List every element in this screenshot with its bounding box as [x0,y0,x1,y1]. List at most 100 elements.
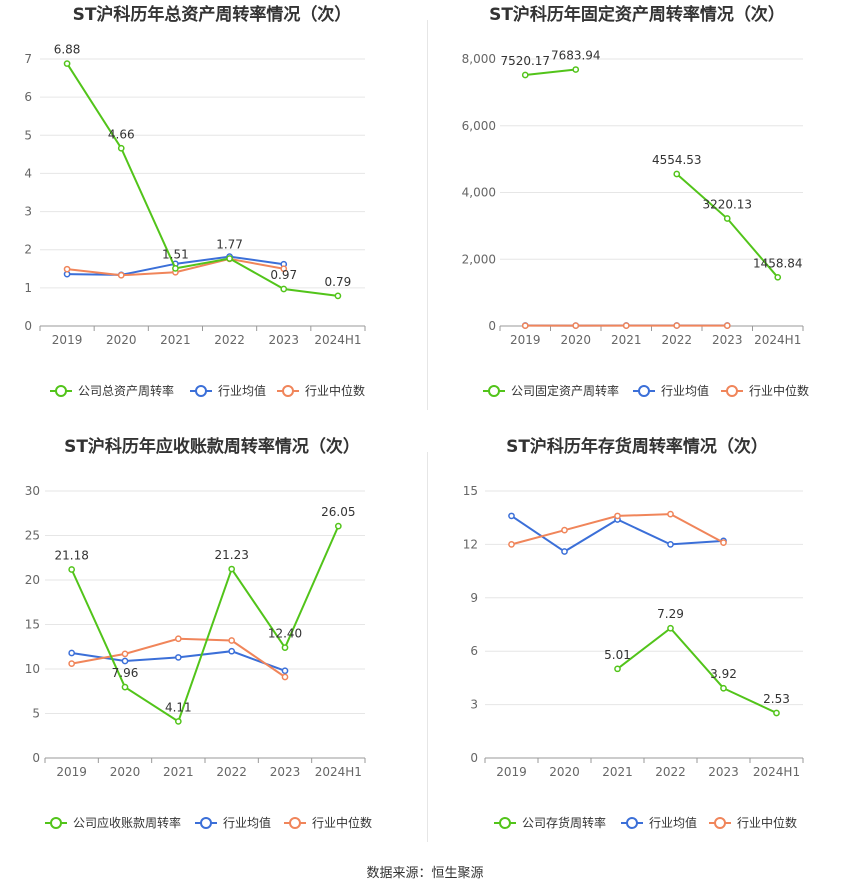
y-tick-label: 7 [24,52,32,66]
x-tick-label: 2020 [106,333,137,347]
data-point [174,654,182,661]
chart-panel-inventory-turnover: ST沪科历年存货周转率情况（次） 0 3 6 9 12 15 2019 2020 2021 2022… [425,432,850,864]
legend-label: 行业均值 [661,383,709,398]
x-tick-label: 2022 [655,765,686,779]
data-point [281,644,289,651]
data-point [63,265,71,273]
data-point [614,512,621,520]
data-label: 2.53 [763,692,790,706]
data-point [334,522,342,530]
x-tick-label: 2019 [56,765,87,779]
data-point [723,215,731,222]
legend-label: 行业中位数 [312,815,372,830]
data-point [572,322,580,329]
legend-marker [289,817,301,829]
y-tick-label: 3 [470,698,478,712]
legend-marker [195,385,207,397]
data-point [667,510,674,518]
data-label: 4.11 [165,700,192,714]
data-label: 0.79 [325,275,352,289]
data-source-note: 数据来源：恒生聚源 [366,866,484,881]
vertical-divider [427,452,428,842]
data-label: 1458.84 [753,256,803,270]
y-tick-label: 5 [32,707,40,721]
chart-svg: ST沪科历年应收账款周转率情况（次） 0 5 10 15 20 25 30 2019 2020 20… [25,436,372,830]
x-tick-label: 2022 [661,333,692,347]
y-tick-label: 25 [25,529,40,543]
legend-label: 公司总资产周转率 [78,383,174,398]
x-tick-label: 2021 [611,333,642,347]
chart-title: ST沪科历年总资产周转率情况（次） [73,4,352,25]
legend-marker [626,817,638,829]
x-tick-label: 2020 [549,765,580,779]
legend-marker [55,385,67,397]
data-point [280,285,288,293]
y-tick-label: 12 [463,537,478,551]
data-point [720,539,727,546]
y-tick-label: 3 [24,205,32,219]
x-tick-label: 2024H1 [754,333,801,347]
data-point [121,650,129,658]
data-point [228,647,236,655]
legend-label: 公司应收账款周转率 [73,815,181,830]
x-tick-label: 2023 [712,333,743,347]
x-tick-label: 2023 [270,765,301,779]
chart-svg: ST沪科历年固定资产周转率情况（次） 0 2,000 4,000 6,000 8,000 2… [462,4,809,398]
x-tick-label: 2021 [160,333,191,347]
x-tick-label: 2021 [602,765,633,779]
y-tick-label: 5 [24,128,32,142]
legend-marker [282,385,294,397]
data-point [281,667,289,675]
legend-marker [714,817,726,829]
data-point [572,66,580,73]
legend-label: 行业中位数 [737,815,797,830]
legend-label: 行业均值 [649,815,697,830]
data-point [63,60,71,67]
data-label: 7520.17 [500,54,550,68]
data-label: 4.66 [108,127,135,141]
data-point [508,512,515,520]
data-point [174,635,182,643]
x-tick-label: 2022 [214,333,245,347]
series-line [70,525,340,723]
data-point [117,144,125,152]
data-point [673,322,681,329]
data-point [68,566,76,573]
data-label: 26.05 [321,505,355,519]
series-line [66,63,339,297]
data-label: 21.18 [54,548,88,562]
data-point [774,273,782,281]
data-point [117,271,125,279]
data-point [521,322,529,330]
y-tick-label: 0 [488,319,496,333]
legend-marker [200,817,212,829]
data-label: 6.88 [54,43,81,57]
data-point [121,657,129,665]
data-point [174,718,182,725]
data-label: 7.29 [657,607,684,621]
data-label: 5.01 [604,648,631,662]
y-tick-label: 6 [470,644,478,658]
series-line [525,68,576,77]
y-tick-label: 20 [25,573,40,587]
x-tick-label: 2019 [496,765,527,779]
x-tick-label: 2024H1 [753,765,800,779]
data-point [226,255,233,262]
data-point [667,541,674,548]
data-point [723,322,731,329]
chart-svg: ST沪科历年总资产周转率情况（次） 0 1 2 3 4 5 6 7 2019 2020 2021 202… [24,4,366,398]
legend-marker [726,385,738,397]
chart-panel-fixed-asset-turnover: ST沪科历年固定资产周转率情况（次） 0 2,000 4,000 6,000 8,000 2… [425,0,850,432]
data-label: 7683.94 [551,49,601,63]
data-point [561,526,568,534]
data-label: 1.51 [162,247,189,261]
data-point [720,684,727,692]
y-tick-label: 0 [32,751,40,765]
data-point [773,709,780,717]
chart-title: ST沪科历年固定资产周转率情况（次） [489,4,785,25]
x-tick-label: 2023 [708,765,739,779]
legend-label: 行业均值 [218,383,266,398]
legend-marker [638,385,650,397]
data-point [673,170,681,178]
data-point [228,565,236,573]
